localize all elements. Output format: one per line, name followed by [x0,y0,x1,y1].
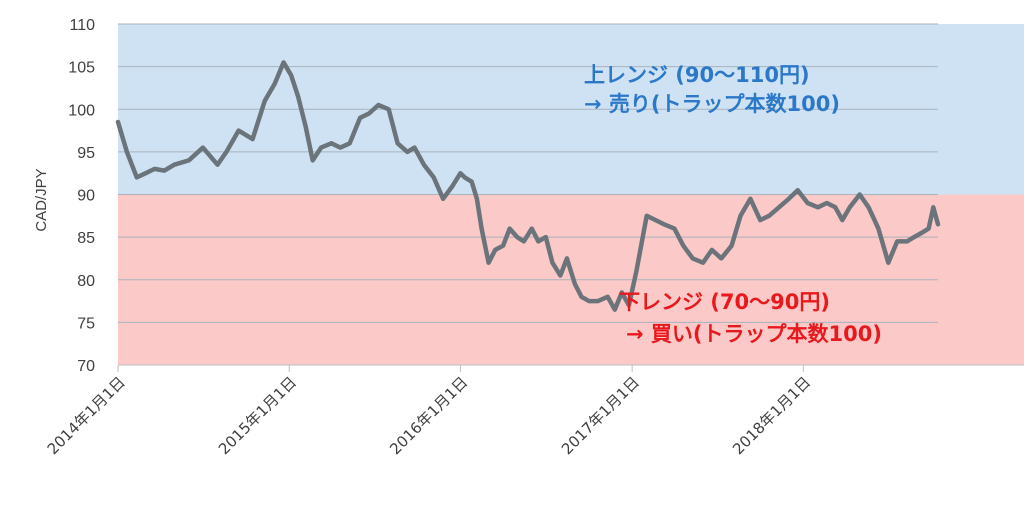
y-tick-label: 105 [68,60,95,77]
x-tick-label: 2016年1月1日 [386,373,471,458]
lower-range-label-line1: 下レンジ (70〜90円) [619,290,830,314]
x-tick-label: 2017年1月1日 [558,373,643,458]
y-tick-label: 100 [68,102,95,119]
gridlines [118,23,938,366]
series-line [115,60,941,312]
y-axis-ticks: 70 75 80 85 90 95 100 105 110 [68,17,95,375]
y-tick-label: 85 [77,230,95,247]
y-tick-label: 90 [77,188,95,205]
y-tick-label: 70 [77,358,95,375]
y-tick-label: 80 [77,273,95,290]
x-axis-ticks: 2014年1月1日 2015年1月1日 2016年1月1日 2017年1月1日 2018… [44,365,814,458]
x-tick-label: 2018年1月1日 [729,373,814,458]
upper-range-label-line1: 上レンジ (90〜110円) [584,63,810,87]
lower-range-label-line2: → 買い(トラップ本数100) [626,322,882,346]
y-tick-label: 75 [77,315,95,332]
upper-range-label-line2: → 売り(トラップ本数100) [584,92,840,116]
y-tick-label: 95 [77,145,95,162]
y-axis-label: CAD/JPY [33,168,50,231]
x-tick-label: 2015年1月1日 [215,373,300,458]
x-tick-label: 2014年1月1日 [44,373,129,458]
y-tick-label: 110 [69,17,95,34]
